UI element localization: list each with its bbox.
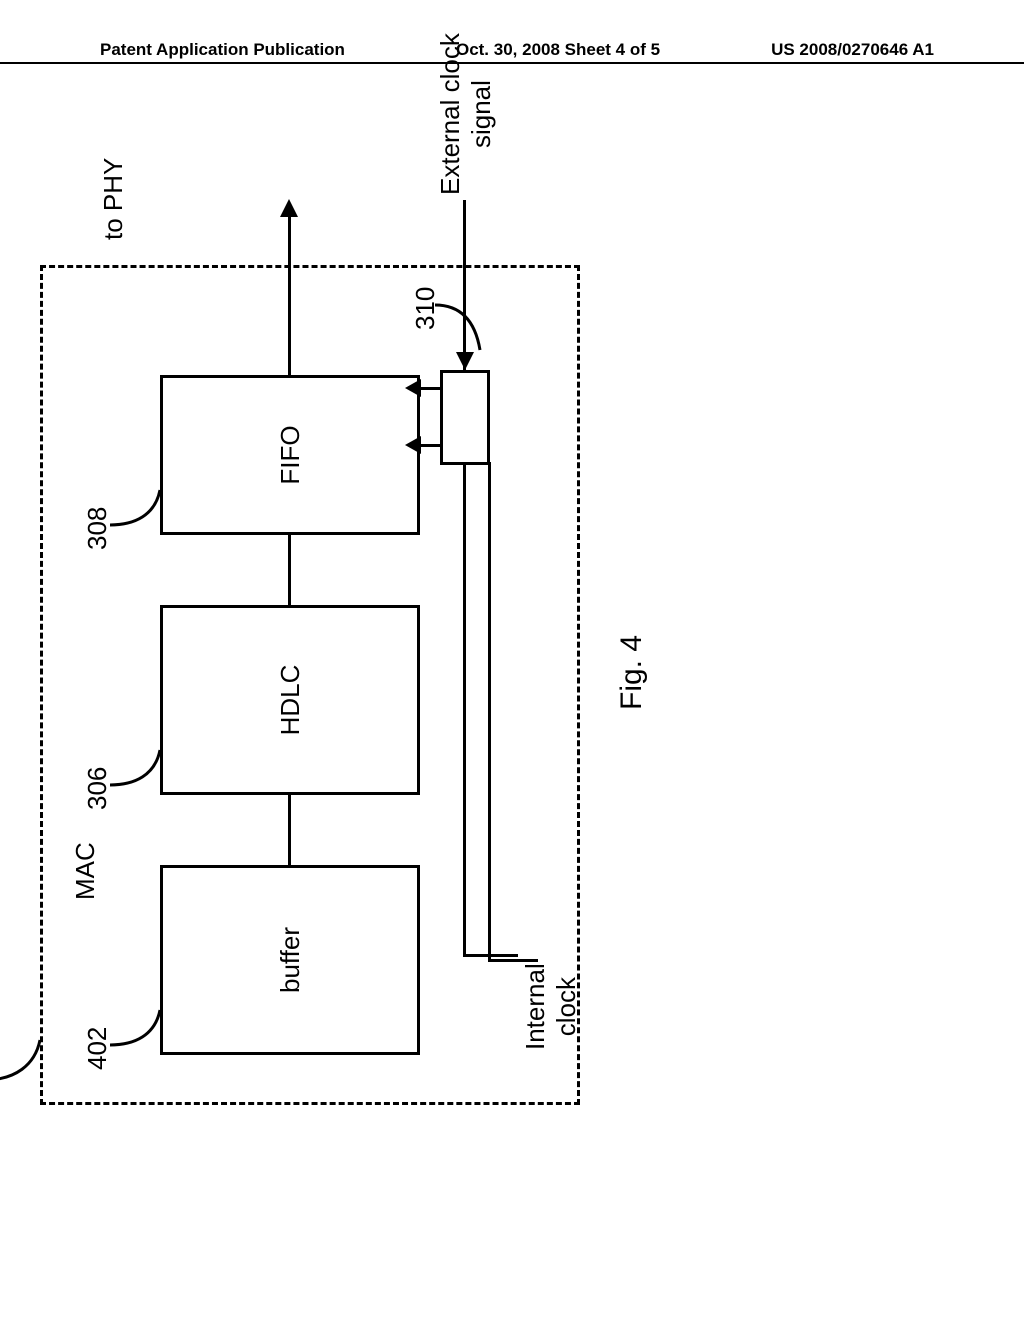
buffer-label: buffer <box>275 927 306 993</box>
switch-block <box>440 370 490 465</box>
arrow-ext-clock <box>456 352 474 370</box>
int-clock-line <box>463 465 466 955</box>
fifo-input-dot-left <box>412 443 419 450</box>
ref-310: 310 <box>410 287 441 330</box>
hdlc-block: HDLC <box>160 605 420 795</box>
figure-canvas: MAC 400 buffer 402 HDLC 306 FIFO 308 <box>0 120 660 1200</box>
header-right: US 2008/0270646 A1 <box>771 40 934 60</box>
edge-buffer-hdlc <box>288 795 291 865</box>
edge-fifo-phy <box>288 215 291 375</box>
ref-308: 308 <box>82 507 113 550</box>
page-header: Patent Application Publication Oct. 30, … <box>0 40 1024 60</box>
ext-clock-line <box>463 200 466 370</box>
leader-402 <box>105 980 165 1050</box>
figure-rotated-container: MAC 400 buffer 402 HDLC 306 FIFO 308 <box>0 250 1024 1070</box>
int-clock-up <box>463 462 491 465</box>
switch-right-stub <box>420 387 440 390</box>
hdlc-label: HDLC <box>275 665 306 736</box>
page-header-rule: Patent Application Publication Oct. 30, … <box>0 62 1024 90</box>
ext-clock-label-text: External clock signal <box>435 33 496 195</box>
ref-306: 306 <box>82 767 113 810</box>
edge-hdlc-fifo <box>288 535 291 605</box>
switch-left-stub <box>420 444 440 447</box>
leader-306 <box>105 720 165 790</box>
leader-400 <box>0 995 50 1085</box>
ext-clock-label: External clock signal <box>435 33 497 195</box>
int-clock-vert <box>490 959 538 962</box>
leader-308 <box>105 460 165 530</box>
ref-402: 402 <box>82 1027 113 1070</box>
mac-label: MAC <box>70 842 101 900</box>
arrow-phy <box>280 199 298 217</box>
phy-label: to PHY <box>98 158 129 240</box>
header-left: Patent Application Publication <box>100 40 345 60</box>
buffer-block: buffer <box>160 865 420 1055</box>
int-clock-stub <box>463 954 518 957</box>
int-clock-horiz <box>488 465 491 962</box>
fifo-input-dot-right <box>412 386 419 393</box>
fifo-label: FIFO <box>275 425 306 484</box>
int-clock-label: Internal clock <box>520 963 582 1050</box>
int-clock-label-text: Internal clock <box>520 963 581 1050</box>
fifo-block: FIFO <box>160 375 420 535</box>
figure-label: Fig. 4 <box>615 635 649 710</box>
